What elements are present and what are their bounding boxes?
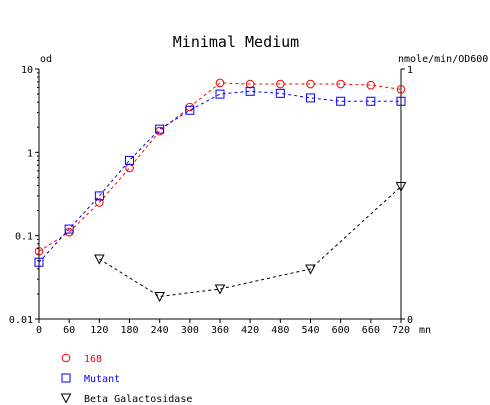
data-point-168 bbox=[366, 80, 376, 90]
series-line-168 bbox=[38, 82, 402, 252]
data-point-168 bbox=[276, 79, 285, 89]
left-tick-label: 10 bbox=[21, 65, 33, 76]
data-point-mutant bbox=[125, 155, 134, 165]
legend: 168 Mutant Beta Galactosidase bbox=[60, 353, 192, 405]
x-tick-label: 720 bbox=[392, 325, 410, 336]
data-point-mutant bbox=[245, 86, 255, 96]
data-point-168 bbox=[34, 246, 44, 256]
series-line-mutant bbox=[38, 90, 401, 263]
x-tick-label: 60 bbox=[63, 325, 75, 336]
legend-marker-168 bbox=[61, 353, 71, 363]
data-point-mutant bbox=[306, 93, 315, 103]
data-point-mutant bbox=[396, 96, 406, 106]
x-tick-label: 540 bbox=[301, 325, 319, 336]
data-point-168 bbox=[215, 78, 225, 88]
right-axis-label: nmole/min/OD600 bbox=[398, 54, 488, 65]
x-tick-label: 360 bbox=[211, 325, 229, 336]
x-tick-label: 240 bbox=[151, 325, 169, 336]
x-tick-label: 600 bbox=[332, 325, 350, 336]
right-tick-label: 1 bbox=[407, 65, 413, 76]
x-tick-label: 420 bbox=[241, 325, 259, 336]
data-point-168 bbox=[245, 79, 255, 89]
data-point-mutant bbox=[185, 105, 195, 115]
data-point-mutant bbox=[34, 257, 44, 267]
legend-label-beta-galactosidase: Beta Galactosidase bbox=[84, 394, 192, 405]
axes: 0 60 120 180 240 300 360 420 480 540 600 660 720 mn10… bbox=[9, 65, 431, 336]
chart-title: Minimal Medium bbox=[173, 33, 299, 51]
data-point-beta-galactosidase bbox=[214, 284, 226, 295]
data-point-168 bbox=[396, 85, 406, 94]
data-point-beta-galactosidase bbox=[305, 264, 316, 275]
data-point-168 bbox=[155, 126, 164, 136]
data-point-mutant bbox=[215, 89, 225, 99]
data-point-168 bbox=[336, 79, 345, 89]
data-point-168 bbox=[125, 163, 134, 173]
x-tick-label: 0 bbox=[36, 325, 42, 336]
left-tick-label: 0.01 bbox=[9, 315, 33, 326]
right-tick-label: 0 bbox=[407, 315, 413, 326]
x-tick-label: 120 bbox=[90, 325, 108, 336]
left-tick-label: 0.1 bbox=[15, 232, 33, 243]
data-point-beta-galactosidase bbox=[395, 182, 407, 193]
x-tick-label: 180 bbox=[120, 325, 138, 336]
legend-label-168: 168 bbox=[84, 354, 102, 365]
data-point-168 bbox=[95, 198, 104, 207]
legend-marker-mutant bbox=[61, 373, 71, 383]
x-tick-label: 300 bbox=[181, 325, 199, 336]
data-point-beta-galactosidase bbox=[94, 254, 105, 265]
left-tick-label: 1 bbox=[27, 148, 33, 159]
data-point-mutant bbox=[366, 96, 376, 106]
plot-area bbox=[34, 78, 407, 303]
x-axis-unit: mn bbox=[419, 325, 431, 336]
legend-label-mutant: Mutant bbox=[84, 374, 120, 385]
legend-marker-beta-galactosidase bbox=[60, 393, 72, 404]
x-tick-label: 480 bbox=[271, 325, 289, 336]
series-line-beta-galactosidase bbox=[99, 186, 402, 298]
data-point-mutant bbox=[94, 191, 104, 201]
data-point-mutant bbox=[64, 224, 74, 234]
data-point-mutant bbox=[336, 96, 346, 106]
x-tick-label: 660 bbox=[362, 325, 380, 336]
data-point-mutant bbox=[155, 124, 165, 134]
data-point-168 bbox=[306, 79, 315, 89]
data-point-mutant bbox=[275, 88, 285, 98]
data-point-beta-galactosidase bbox=[154, 292, 165, 303]
left-axis-label: od bbox=[40, 54, 52, 65]
